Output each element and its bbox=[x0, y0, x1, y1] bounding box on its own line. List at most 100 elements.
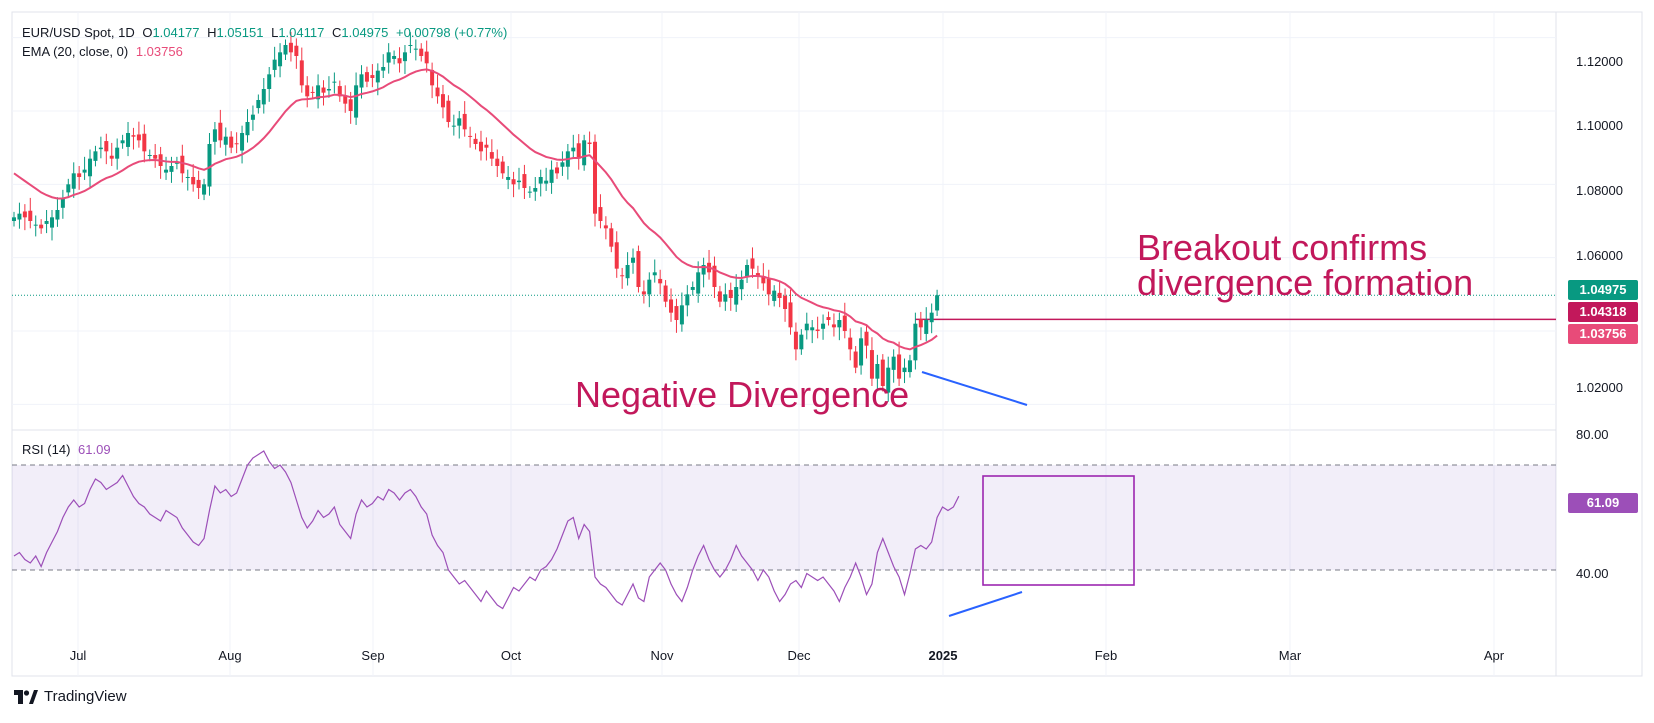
candle-body bbox=[527, 191, 532, 193]
candle-body bbox=[375, 70, 380, 83]
candle-body bbox=[533, 188, 538, 192]
candle-body bbox=[924, 320, 929, 334]
price-axis-label: 1.02000 bbox=[1576, 380, 1623, 395]
candle-body bbox=[446, 100, 451, 122]
candle-body bbox=[853, 351, 858, 368]
candle-body bbox=[153, 155, 158, 159]
rsi-axis-label: 40.00 bbox=[1576, 566, 1609, 581]
candle-body bbox=[364, 72, 369, 82]
candle-body bbox=[386, 52, 391, 63]
candle-body bbox=[408, 45, 413, 46]
month-label: Jul bbox=[69, 648, 87, 663]
candle-body bbox=[701, 265, 706, 275]
candle-body bbox=[50, 217, 55, 228]
candle-body bbox=[734, 287, 739, 305]
candle-body bbox=[587, 142, 592, 144]
candle-body bbox=[593, 141, 598, 214]
candle-body bbox=[451, 125, 456, 127]
price-axis-label: 1.12000 bbox=[1576, 54, 1623, 69]
candle-body bbox=[582, 140, 587, 166]
candle-body bbox=[55, 210, 60, 220]
candle-body bbox=[278, 52, 283, 67]
ema-legend[interactable]: EMA (20, close, 0) 1.03756 bbox=[22, 44, 187, 59]
candle-body bbox=[39, 224, 44, 229]
price-axis-label: 1.10000 bbox=[1576, 118, 1623, 133]
candle-body bbox=[256, 100, 261, 109]
candle-body bbox=[766, 278, 771, 295]
candle-body bbox=[440, 94, 445, 108]
candle-body bbox=[875, 364, 880, 379]
candle-body bbox=[191, 177, 196, 185]
candle-body bbox=[370, 75, 375, 78]
rsi-label: RSI (14) bbox=[22, 442, 71, 457]
candle-body bbox=[804, 323, 809, 331]
month-label: Aug bbox=[218, 648, 242, 663]
candle-body bbox=[98, 147, 103, 150]
candle-body bbox=[826, 317, 831, 320]
candle-body bbox=[620, 275, 625, 277]
candle-body bbox=[267, 74, 272, 89]
candle-body bbox=[229, 136, 234, 148]
candle-body bbox=[614, 242, 619, 269]
candle-body bbox=[120, 140, 125, 144]
rsi-badge: 61.09 bbox=[1568, 493, 1638, 513]
open-value: 1.04177 bbox=[152, 25, 200, 40]
candle-body bbox=[126, 133, 131, 147]
candle-body bbox=[603, 225, 608, 229]
candle-body bbox=[93, 151, 98, 161]
candle-body bbox=[506, 177, 511, 180]
candle-body bbox=[88, 158, 93, 177]
candle-body bbox=[609, 228, 614, 247]
candle-body bbox=[658, 278, 663, 284]
candle-body bbox=[332, 81, 337, 83]
candle-body bbox=[777, 292, 782, 298]
candle-body bbox=[788, 302, 793, 328]
rsi-layer bbox=[13, 450, 960, 610]
candle-body bbox=[821, 323, 826, 329]
candle-body bbox=[169, 166, 174, 172]
candle-body bbox=[500, 161, 505, 174]
candle-body bbox=[392, 56, 397, 59]
candle-body bbox=[82, 169, 87, 173]
candle-body bbox=[316, 85, 321, 100]
candle-body bbox=[842, 315, 847, 331]
open-label: O bbox=[142, 25, 153, 40]
low-label: L bbox=[271, 25, 279, 40]
candle-body bbox=[522, 174, 527, 188]
candle-body bbox=[207, 144, 212, 187]
candle-body bbox=[261, 89, 266, 105]
candle-body bbox=[419, 48, 424, 56]
candle-body bbox=[354, 85, 359, 118]
candle-body bbox=[516, 180, 521, 183]
rsi-legend[interactable]: RSI (14) 61.09 bbox=[22, 442, 115, 457]
candle-body bbox=[728, 289, 733, 298]
candle-body bbox=[381, 67, 386, 71]
candle-body bbox=[679, 305, 684, 325]
candle-body bbox=[549, 169, 554, 183]
candle-body bbox=[424, 51, 429, 64]
candle-body bbox=[321, 87, 326, 93]
candle-body bbox=[288, 42, 293, 53]
candle-body bbox=[294, 45, 299, 56]
candle-body bbox=[223, 136, 228, 145]
tradingview-logo[interactable]: TradingView bbox=[14, 688, 127, 705]
grid-layer bbox=[12, 12, 1556, 676]
symbol-label: EUR/USD Spot, 1D bbox=[22, 25, 135, 40]
close-label: C bbox=[331, 25, 342, 40]
candle-body bbox=[669, 299, 674, 313]
candle-body bbox=[674, 306, 679, 320]
candle-body bbox=[571, 147, 576, 152]
candle-body bbox=[690, 287, 695, 290]
candle-body bbox=[218, 122, 223, 141]
candle-body bbox=[33, 224, 38, 226]
ema-label: EMA (20, close, 0) bbox=[22, 44, 129, 59]
candle-body bbox=[739, 279, 744, 290]
candle-body bbox=[212, 129, 217, 142]
candle-body bbox=[495, 158, 500, 166]
candle-body bbox=[359, 74, 364, 88]
candle-body bbox=[799, 334, 804, 350]
candle-body bbox=[468, 135, 473, 137]
candle-body bbox=[131, 135, 136, 137]
candle-body bbox=[44, 221, 49, 224]
